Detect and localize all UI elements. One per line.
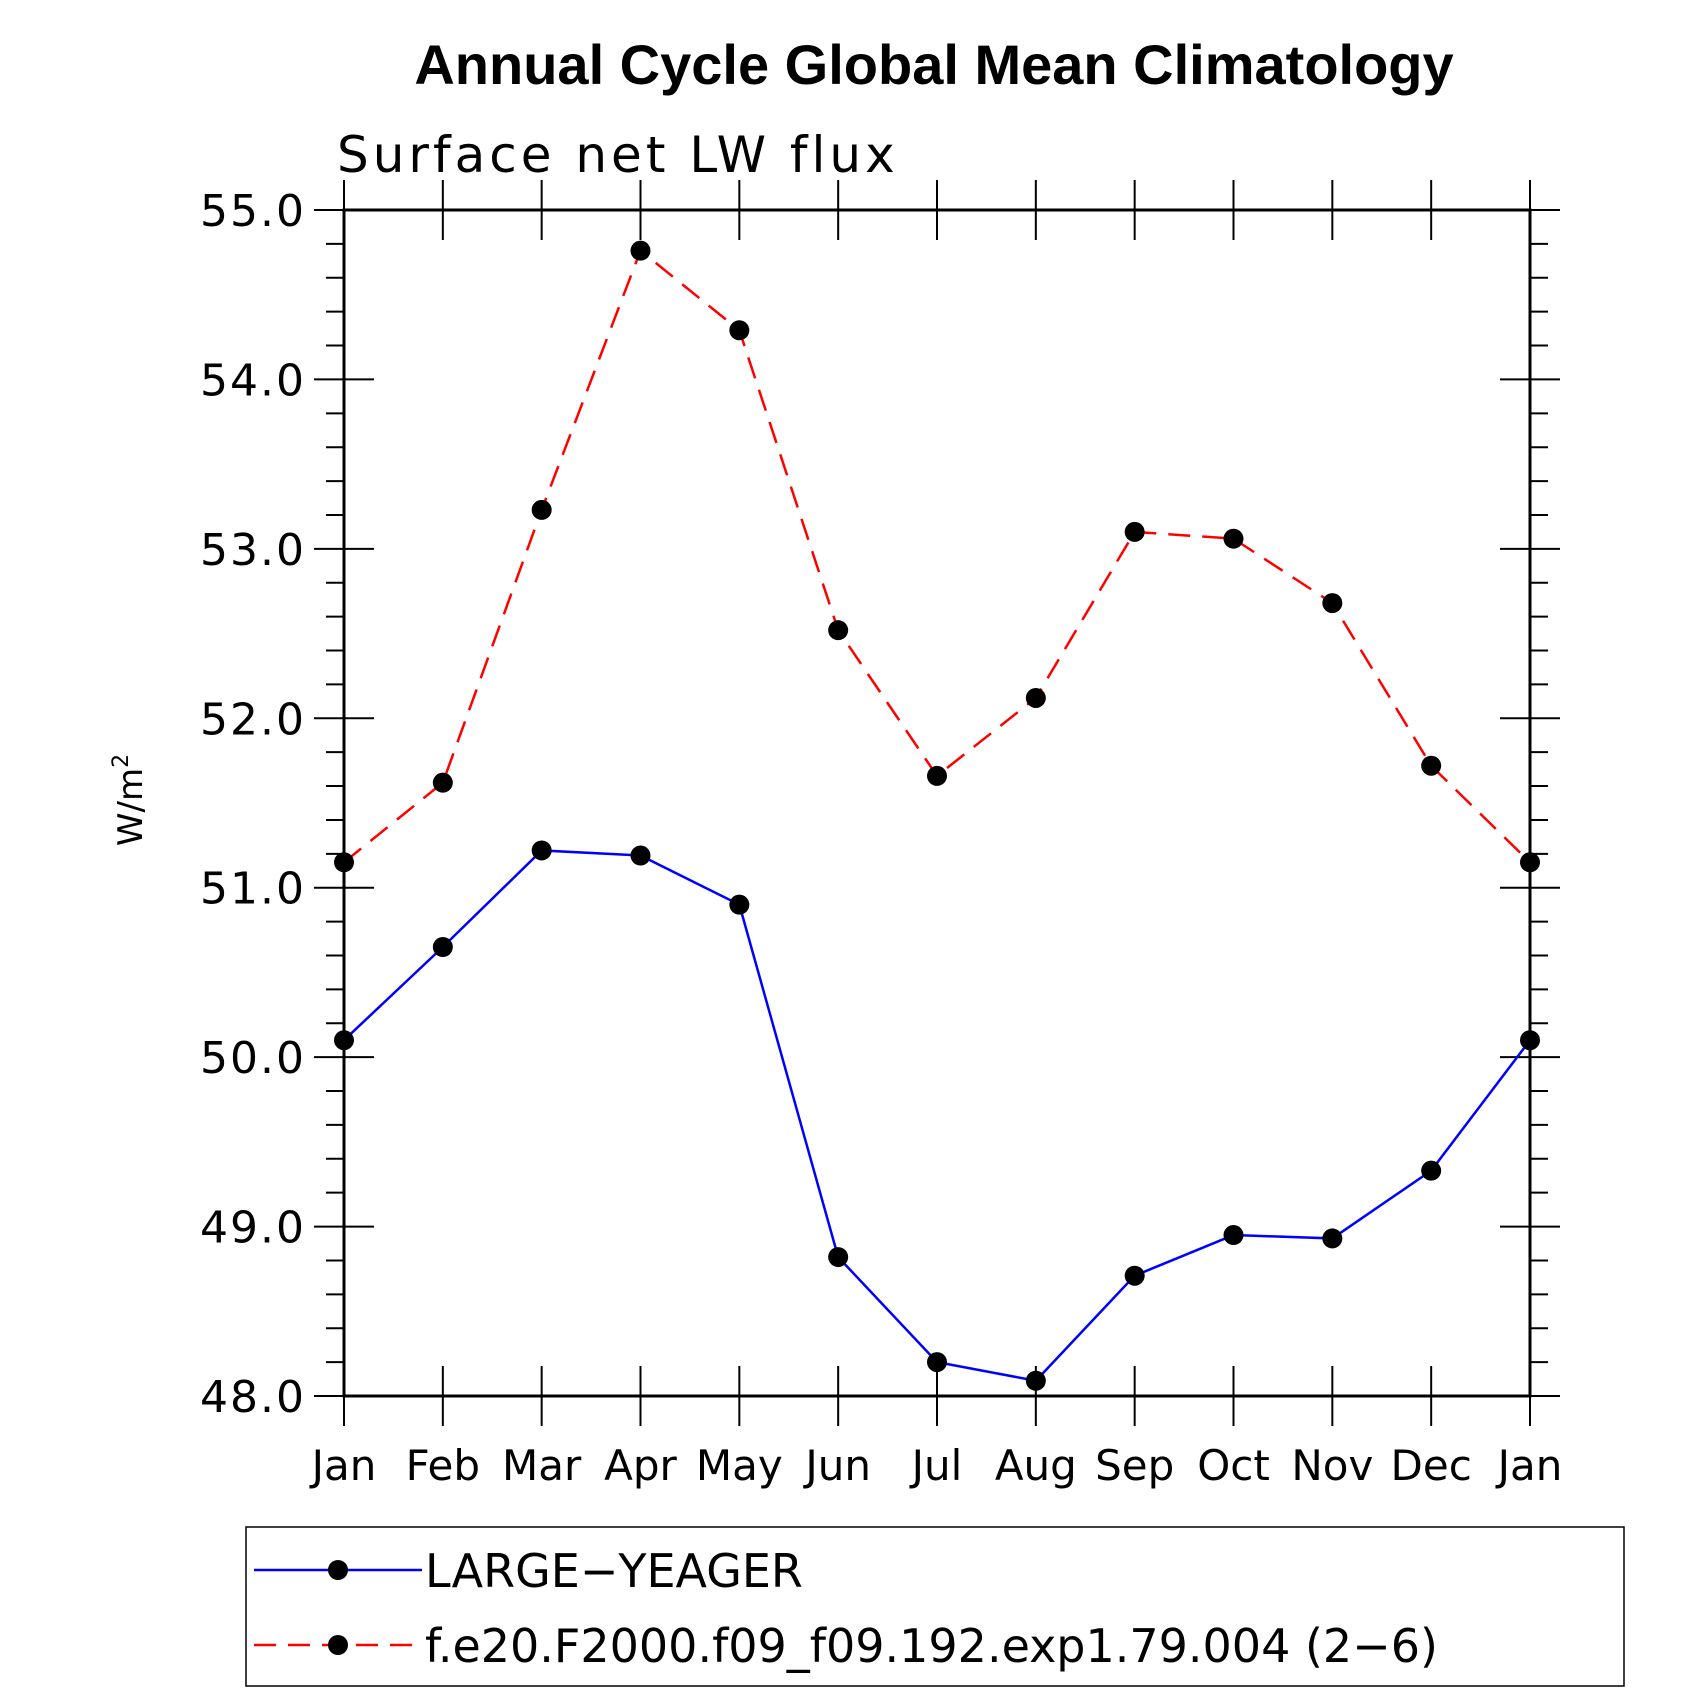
- series-0-point: [334, 1030, 354, 1051]
- x-tick-label: Oct: [1197, 1441, 1270, 1490]
- series-1-point: [1322, 593, 1343, 614]
- legend-marker-0: [328, 1560, 348, 1580]
- y-tick-label: 54.0: [200, 355, 306, 406]
- plot-border: [342, 208, 1532, 1398]
- x-tick-label: Mar: [502, 1441, 582, 1490]
- series-1-point: [828, 620, 849, 641]
- x-tick-label: Jan: [309, 1441, 377, 1490]
- x-tick-label: Jul: [909, 1441, 963, 1490]
- legend-box: [245, 1526, 1625, 1687]
- legend-label-1: f.e20.F2000.f09_f09.192.exp1.79.004 (2−6…: [425, 1619, 1438, 1673]
- series-0-point: [1223, 1225, 1244, 1246]
- series-0-point: [1421, 1160, 1442, 1181]
- series-0-point: [1124, 1265, 1145, 1286]
- x-tick-label: Aug: [995, 1441, 1077, 1490]
- legend-label-0: LARGE−YEAGER: [425, 1544, 803, 1598]
- series-1-point: [1421, 755, 1442, 776]
- series-1-point: [1223, 528, 1244, 549]
- series-1-point: [729, 320, 750, 341]
- series-0-point: [927, 1352, 947, 1373]
- plot-frame: [342, 208, 1532, 1398]
- y-axis-label: W/m2: [109, 754, 151, 846]
- legend-entries: LARGE−YEAGER f.e20.F2000.f09_f09.192.exp1…: [254, 1544, 1438, 1673]
- series-1-point: [334, 852, 354, 873]
- y-tick-label: 48.0: [200, 1372, 306, 1423]
- series-line-0: [343, 849, 1531, 1383]
- x-tick-label: Apr: [604, 1441, 677, 1490]
- y-tick-label: 50.0: [200, 1033, 306, 1084]
- series-lines: [343, 248, 1531, 1383]
- x-tick-label: Feb: [406, 1441, 480, 1490]
- series-1-point: [432, 772, 453, 793]
- series-0-point: [1520, 1030, 1540, 1051]
- series-1-point: [531, 499, 552, 520]
- axis-ticks: [314, 180, 1560, 1426]
- series-1-point: [630, 240, 651, 261]
- y-tick-label: 53.0: [200, 525, 306, 576]
- y-tick-label: 52.0: [200, 694, 306, 745]
- series-0-point: [630, 845, 651, 866]
- x-tick-label: Dec: [1391, 1441, 1472, 1490]
- series-1-point: [1124, 521, 1145, 542]
- series-1-point: [1025, 687, 1046, 708]
- y-tick-label: 49.0: [200, 1203, 306, 1254]
- x-tick-label: Nov: [1291, 1441, 1373, 1490]
- series-0-point: [729, 894, 750, 915]
- chart-subtitle: Surface net LW flux: [337, 126, 899, 184]
- series-0-point: [828, 1247, 849, 1268]
- x-tick-label: Jan: [1495, 1441, 1563, 1490]
- x-tick-label: May: [696, 1441, 783, 1490]
- series-0-point: [1025, 1370, 1046, 1391]
- series-0-point: [432, 937, 453, 958]
- series-1-point: [927, 765, 947, 786]
- legend: LARGE−YEAGER f.e20.F2000.f09_f09.192.exp1…: [245, 1526, 1625, 1687]
- chart-title: Annual Cycle Global Mean Climatology: [414, 33, 1453, 96]
- x-tick-labels: Jan Feb Mar Apr May Jun Jul Aug Sep Oct Nov Dec Jan: [309, 1441, 1563, 1490]
- y-tick-label: 51.0: [200, 864, 306, 915]
- legend-marker-1: [328, 1635, 348, 1655]
- y-tick-labels: 48.0 49.0 50.0 51.0 52.0 53.0 54.0 55.0: [200, 186, 306, 1423]
- series-markers: [334, 240, 1540, 1391]
- x-tick-label: Sep: [1095, 1441, 1174, 1490]
- x-tick-label: Jun: [802, 1441, 871, 1490]
- series-0-point: [1322, 1228, 1343, 1249]
- series-1-point: [1520, 852, 1540, 873]
- series-0-point: [531, 840, 552, 861]
- y-tick-label: 55.0: [200, 186, 306, 237]
